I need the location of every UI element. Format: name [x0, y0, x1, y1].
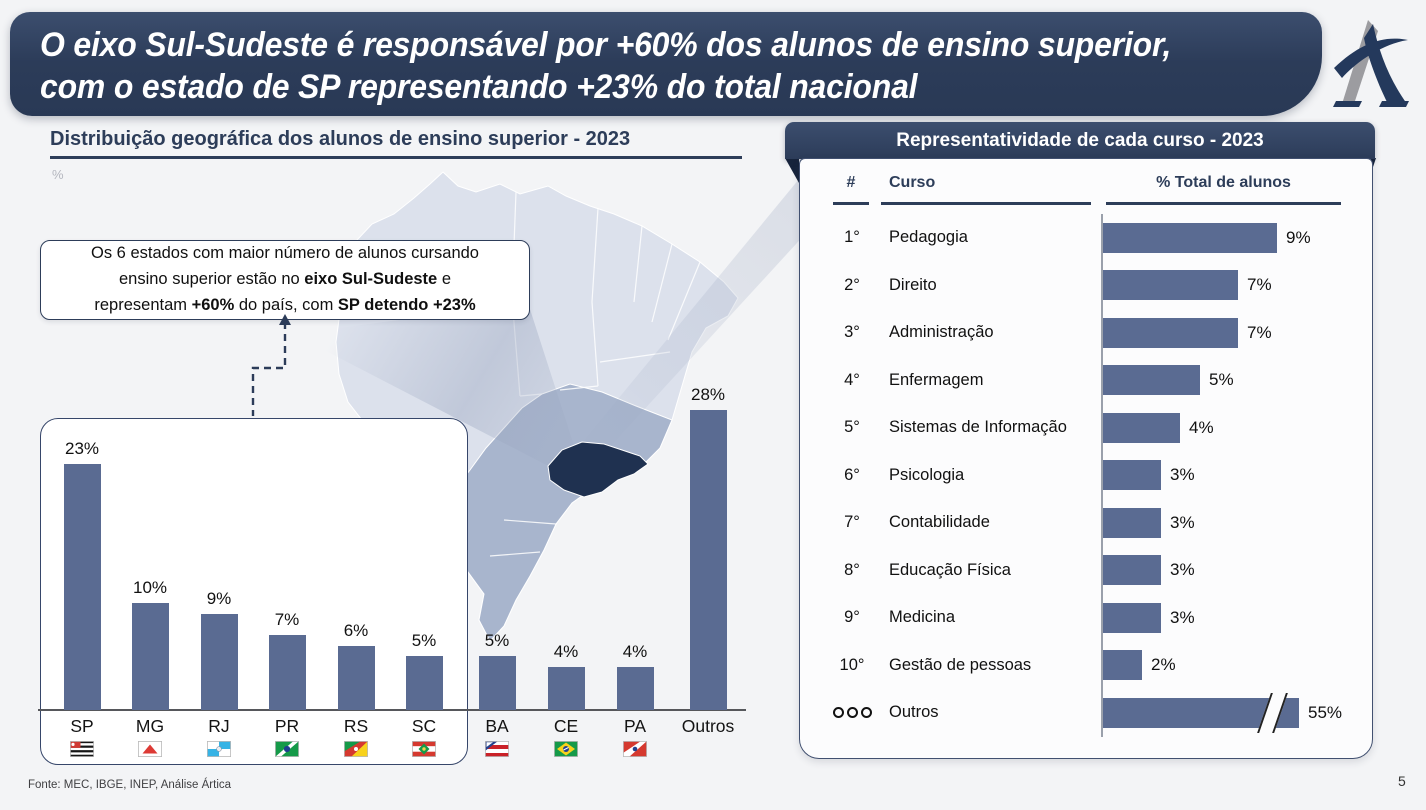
course-bar-zone: 5%: [1101, 356, 1372, 404]
course-name: Sistemas de Informação: [889, 418, 1067, 437]
course-name: Administração: [889, 323, 994, 342]
ribbon-fold-right: [1371, 158, 1376, 173]
course-value: 4%: [1189, 417, 1214, 437]
course-bar-zone: 7%: [1101, 261, 1372, 309]
course-rank: 10°: [839, 655, 865, 674]
geo-chart-title: Distribuição geográfica dos alunos de en…: [50, 128, 631, 150]
sul-sudeste-group-box: [40, 418, 468, 765]
course-value: 3%: [1170, 512, 1195, 532]
course-bar: [1103, 692, 1299, 733]
course-row: 3° Administração 7%: [800, 309, 1372, 357]
callout-line: Os 6 estados com maior número de alunos …: [91, 244, 479, 263]
course-bar-zone: 3%: [1101, 594, 1372, 642]
course-rank: 5°: [844, 418, 860, 437]
course-value: 5%: [1209, 370, 1234, 390]
outros-rank-dots-icon: [828, 707, 876, 719]
course-name: Enfermagem: [889, 370, 984, 389]
course-rank: 9°: [844, 608, 860, 627]
course-rank: 6°: [844, 465, 860, 484]
course-panel-header: Representatividade de cada curso - 2023: [785, 122, 1375, 159]
course-bar: [1103, 602, 1161, 633]
course-rank: 3°: [844, 323, 860, 342]
course-name: Outros: [889, 703, 939, 722]
course-row: 8° Educação Física 3%: [800, 546, 1372, 594]
course-name: Educação Física: [889, 560, 1011, 579]
map-state-sp-highlight: [547, 441, 649, 498]
course-row: 10° Gestão de pessoas 2%: [800, 641, 1372, 689]
axis-break-icon: [1257, 692, 1288, 733]
geo-chart-title-rule: [50, 156, 742, 159]
course-rank: 1°: [844, 228, 860, 247]
course-value: 2%: [1151, 655, 1176, 675]
course-bar: [1103, 507, 1161, 538]
course-rank: 4°: [844, 370, 860, 389]
course-row: 5° Sistemas de Informação 4%: [800, 404, 1372, 452]
artica-logo-icon: [1333, 20, 1409, 107]
course-bar-zone: 3%: [1101, 451, 1372, 499]
column-rule-course: [881, 202, 1091, 205]
course-row: 9° Medicina 3%: [800, 594, 1372, 642]
course-bar: [1103, 270, 1238, 301]
course-row: 7° Contabilidade 3%: [800, 499, 1372, 547]
callout-line: ensino superior estão no eixo Sul-Sudest…: [118, 270, 451, 289]
course-panel-title: Representatividade de cada curso - 2023: [896, 129, 1264, 151]
course-value: 7%: [1247, 275, 1272, 295]
course-bar: [1103, 555, 1161, 586]
slide-title-line2: com o estado de SP representando +23% do…: [40, 68, 918, 107]
course-table-card: # Curso % Total de alunos 1° Pedagogia 9% 2…: [799, 158, 1373, 759]
course-row: 2° Direito 7%: [800, 261, 1372, 309]
column-rule-rank: [833, 202, 869, 205]
course-bar-chart: 1° Pedagogia 9% 2° Direito 7% 3° Administração 7…: [800, 214, 1372, 737]
course-row: Outros 55%: [800, 689, 1372, 737]
course-bar-zone: 3%: [1101, 546, 1372, 594]
course-bar-zone: 9%: [1101, 214, 1372, 262]
course-name: Psicologia: [889, 465, 965, 484]
course-bar-zone: 2%: [1101, 641, 1372, 689]
page-number: 5: [1398, 773, 1406, 789]
course-bar: [1103, 460, 1161, 491]
course-bar-zone: 3%: [1101, 499, 1372, 547]
course-name: Direito: [889, 275, 937, 294]
column-header-rank: #: [846, 174, 856, 191]
course-rank: 8°: [844, 560, 860, 579]
course-name: Medicina: [889, 608, 956, 627]
course-rank: 7°: [844, 513, 860, 532]
course-bar: [1103, 365, 1200, 396]
column-rule-share: [1106, 202, 1341, 205]
slide-title-line1: O eixo Sul-Sudeste é responsável por +60…: [40, 26, 1172, 64]
callout-box: Os 6 estados com maior número de alunos …: [40, 240, 530, 320]
course-value: 3%: [1170, 560, 1195, 580]
source-note: Fonte: MEC, IBGE, INEP, Análise Ártica: [28, 779, 232, 791]
course-name: Pedagogia: [889, 228, 968, 247]
course-bar-zone: 4%: [1101, 404, 1372, 452]
course-bar-zone: 7%: [1101, 309, 1372, 357]
column-header-course: Curso: [889, 174, 936, 191]
course-name: Contabilidade: [889, 513, 990, 532]
course-rank: 2°: [844, 275, 860, 294]
slide-title: O eixo Sul-Sudeste é responsável por +60…: [40, 24, 1171, 108]
course-row: 6° Psicologia 3%: [800, 451, 1372, 499]
course-value: 9%: [1286, 227, 1311, 247]
course-value: 3%: [1170, 465, 1195, 485]
course-bar: [1103, 317, 1238, 348]
course-bar: [1103, 650, 1142, 681]
course-value: 55%: [1308, 702, 1343, 722]
column-header-share: % Total de alunos: [1156, 174, 1291, 191]
callout-line: representam +60% do país, com SP detendo…: [94, 295, 476, 314]
spotlight-beam-callout: [293, 303, 578, 470]
course-value: 7%: [1247, 322, 1272, 342]
course-value: 3%: [1170, 607, 1195, 627]
course-name: Gestão de pessoas: [889, 655, 1032, 674]
geo-chart-x-axis: [38, 709, 746, 711]
course-row: 1° Pedagogia 9%: [800, 214, 1372, 262]
slide-header: O eixo Sul-Sudeste é responsável por +60…: [10, 12, 1322, 116]
geo-chart-unit-label: %: [52, 167, 64, 182]
course-bar-zone: 55%: [1101, 689, 1372, 737]
course-bar: [1103, 412, 1180, 443]
course-row: 4° Enfermagem 5%: [800, 356, 1372, 404]
course-bar: [1103, 222, 1277, 253]
